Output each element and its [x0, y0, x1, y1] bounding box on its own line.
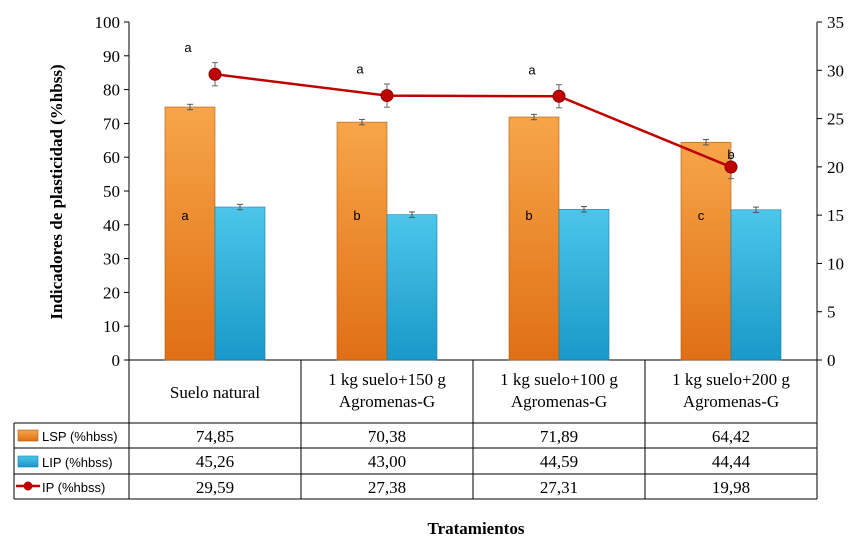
- bar-lip-4: [730, 209, 782, 361]
- table-cell-lip-3: 44,59: [540, 452, 578, 471]
- bar-lip-2: [386, 214, 438, 361]
- legend-key-lip: [17, 455, 39, 468]
- ip-letter-4: b: [727, 147, 734, 162]
- table-cell-lip-1: 45,26: [196, 452, 234, 471]
- y-tick-label-40: 40: [103, 216, 120, 235]
- y-tick-label-90: 90: [103, 47, 120, 66]
- bar-lsp-1: [164, 106, 216, 361]
- table-cell-ip-3: 27,31: [540, 478, 578, 497]
- category-label-3-line-1: 1 kg suelo+100 g: [500, 370, 618, 389]
- table-cell-ip-4: 19,98: [712, 478, 750, 497]
- y-tick-label-50: 50: [103, 182, 120, 201]
- lsp-letter-3: b: [525, 208, 532, 223]
- legend-key-ip-marker: [23, 481, 33, 491]
- ip-point-4: [724, 160, 738, 174]
- table-cell-ip-1: 29,59: [196, 478, 234, 497]
- y-tick-label-70: 70: [103, 114, 120, 133]
- ip-point-1: [208, 67, 222, 81]
- ip-letter-3: a: [528, 62, 536, 77]
- table-cell-lsp-3: 71,89: [540, 427, 578, 446]
- y-tick-label-10: 10: [103, 317, 120, 336]
- table-cell-lsp-4: 64,42: [712, 427, 750, 446]
- y2-tick-label-10: 10: [827, 254, 844, 273]
- y2-tick-label-25: 25: [827, 110, 844, 129]
- y-tick-label-0: 0: [112, 351, 121, 370]
- y-tick-label-20: 20: [103, 283, 120, 302]
- bar-lsp-4: [680, 141, 732, 361]
- table-cell-ip-2: 27,38: [368, 478, 406, 497]
- ip-letter-1: a: [184, 40, 192, 55]
- category-label-2-line-2: Agromenas-G: [339, 392, 435, 411]
- y2-tick-label-0: 0: [827, 351, 836, 370]
- category-label-2-line-1: 1 kg suelo+150 g: [328, 370, 446, 389]
- y2-tick-label-5: 5: [827, 303, 836, 322]
- table-cell-lsp-1: 74,85: [196, 427, 234, 446]
- legend-label-lip: LIP (%hbss): [42, 455, 113, 470]
- y-tick-label-60: 60: [103, 148, 120, 167]
- data-table: [13, 359, 818, 500]
- y2-tick-label-20: 20: [827, 158, 844, 177]
- category-label-3-line-2: Agromenas-G: [511, 392, 607, 411]
- bar-lsp-2: [336, 121, 388, 361]
- lsp-letter-4: c: [698, 208, 705, 223]
- category-label-1-line-1: Suelo natural: [170, 383, 260, 402]
- legend-label-ip: IP (%hbss): [42, 480, 105, 495]
- ip-letter-2: a: [356, 62, 364, 77]
- bar-lip-1: [214, 206, 266, 361]
- y-tick-label-100: 100: [95, 13, 121, 32]
- y-tick-label-80: 80: [103, 81, 120, 100]
- x-axis-title: Tratamientos: [428, 519, 525, 538]
- category-label-4-line-1: 1 kg suelo+200 g: [672, 370, 790, 389]
- lsp-letter-2: b: [353, 208, 360, 223]
- table-cell-lsp-2: 70,38: [368, 427, 406, 446]
- y2-tick-label-15: 15: [827, 206, 844, 225]
- legend-label-lsp: LSP (%hbss): [42, 429, 118, 444]
- ip-point-2: [380, 89, 394, 103]
- table-cell-lip-2: 43,00: [368, 452, 406, 471]
- table-cell-lip-4: 44,44: [712, 452, 751, 471]
- lsp-letter-1: a: [181, 208, 189, 223]
- category-label-4-line-2: Agromenas-G: [683, 392, 779, 411]
- y-tick-label-30: 30: [103, 250, 120, 269]
- y2-tick-label-35: 35: [827, 13, 844, 32]
- bar-lsp-3: [508, 116, 560, 361]
- bar-lip-3: [558, 208, 610, 361]
- legend-key-lsp: [17, 429, 39, 442]
- ip-point-3: [552, 89, 566, 103]
- y2-tick-label-30: 30: [827, 61, 844, 80]
- y-axis-title: Indicadores de plasticidad (%hbss): [47, 64, 66, 319]
- ip-series-line: [214, 73, 732, 169]
